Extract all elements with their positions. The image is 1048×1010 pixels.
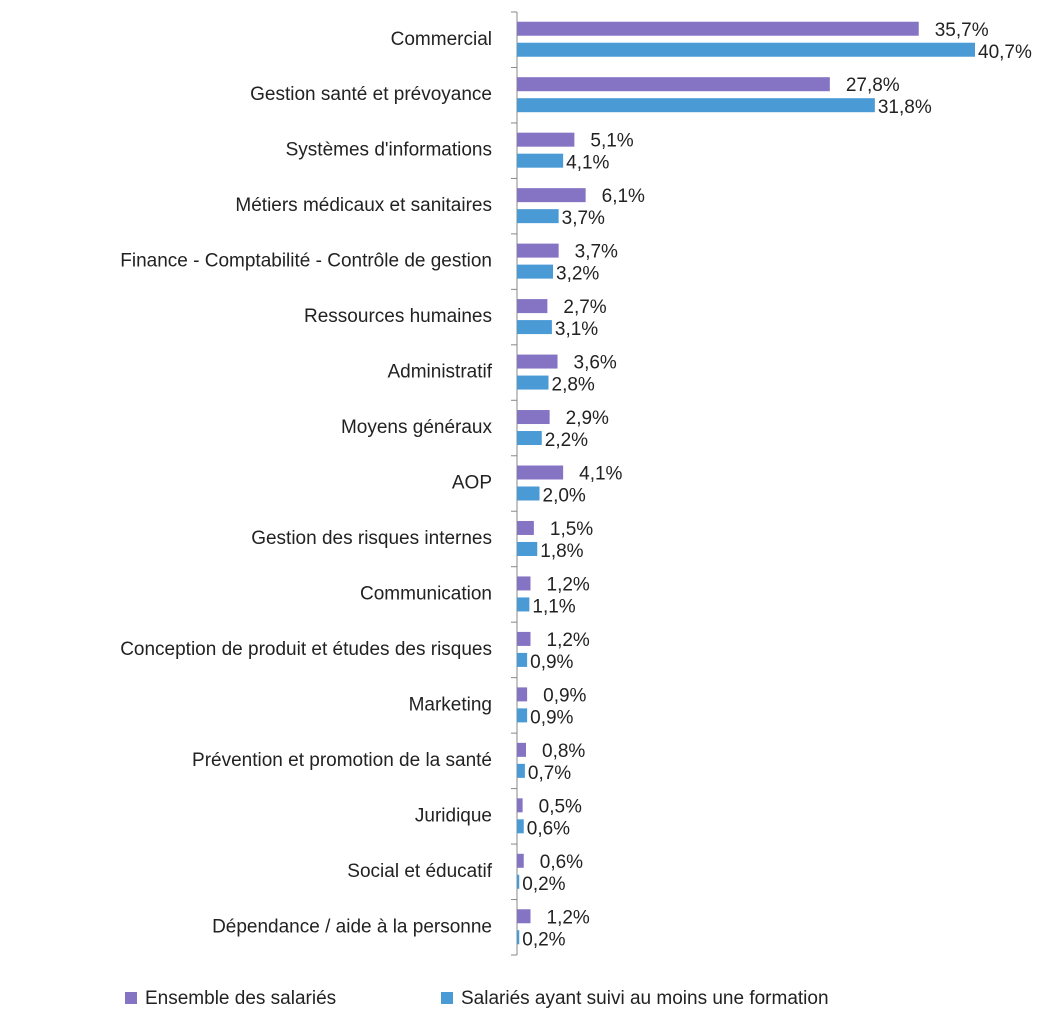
bar	[517, 541, 538, 556]
bar	[517, 431, 542, 446]
category-label: Dépendance / aide à la personne	[212, 916, 492, 937]
category-label: Moyens généraux	[341, 417, 493, 438]
legend-label: Ensemble des salariés	[145, 988, 336, 1009]
bar	[517, 354, 558, 369]
bar	[517, 930, 520, 945]
bar	[517, 188, 586, 203]
value-label: 0,6%	[540, 852, 583, 873]
value-label: 0,9%	[543, 685, 586, 706]
category-label: Systèmes d'informations	[286, 140, 492, 161]
value-label: 3,7%	[575, 242, 618, 263]
category-label: Prévention et promotion de la santé	[192, 750, 492, 771]
bar	[517, 264, 554, 279]
value-label: 3,1%	[555, 319, 598, 340]
value-label: 0,7%	[528, 763, 571, 784]
value-label: 0,5%	[539, 796, 582, 817]
category-label: Finance - Comptabilité - Contrôle de ges…	[120, 251, 492, 272]
value-label: 35,7%	[935, 20, 989, 41]
category-label: Gestion santé et prévoyance	[250, 84, 492, 105]
value-label: 2,2%	[545, 430, 588, 451]
bar	[517, 708, 528, 723]
value-label: 31,8%	[878, 97, 932, 118]
bar	[517, 209, 559, 224]
bar	[517, 465, 564, 480]
bar	[517, 652, 528, 667]
value-label: 1,5%	[550, 519, 593, 540]
value-label: 1,8%	[540, 541, 583, 562]
category-label: Social et éducatif	[347, 861, 492, 882]
value-label: 4,1%	[579, 464, 622, 485]
value-label: 2,8%	[552, 375, 595, 396]
value-label: 3,7%	[562, 208, 605, 229]
bar	[517, 375, 549, 390]
value-label: 3,6%	[574, 353, 617, 374]
bar	[517, 687, 528, 702]
category-label: AOP	[452, 473, 492, 494]
bar	[517, 486, 540, 501]
value-label: 0,9%	[530, 652, 573, 673]
value-label: 2,0%	[543, 486, 586, 507]
value-label: 4,1%	[566, 153, 609, 174]
bar	[517, 763, 525, 778]
value-label: 0,6%	[527, 818, 570, 839]
category-label: Communication	[360, 583, 492, 604]
value-label: 40,7%	[978, 42, 1032, 63]
value-label: 27,8%	[846, 75, 900, 96]
legend-swatch	[125, 992, 137, 1004]
value-label: 2,9%	[566, 408, 609, 429]
bar	[517, 153, 564, 168]
category-label: Administratif	[387, 362, 492, 383]
bar	[517, 742, 527, 757]
bar	[517, 299, 548, 314]
legend-swatch	[441, 992, 453, 1004]
value-label: 0,2%	[522, 929, 565, 950]
bar	[517, 410, 550, 425]
category-label: Métiers médicaux et sanitaires	[235, 195, 492, 216]
category-label: Gestion des risques internes	[251, 528, 492, 549]
bar	[517, 909, 531, 924]
bar	[517, 21, 919, 36]
value-label: 1,2%	[547, 630, 590, 651]
value-label: 1,2%	[547, 907, 590, 928]
value-label: 3,2%	[556, 264, 599, 285]
value-label: 0,2%	[522, 874, 565, 895]
value-label: 0,8%	[542, 741, 585, 762]
category-label: Marketing	[409, 694, 492, 715]
value-label: 5,1%	[590, 131, 633, 152]
bar	[517, 320, 552, 335]
bar	[517, 132, 575, 147]
bar	[517, 853, 524, 868]
bar	[517, 42, 975, 57]
category-label: Commercial	[391, 29, 492, 50]
bar	[517, 576, 531, 591]
value-label: 1,2%	[547, 574, 590, 595]
bar	[517, 520, 534, 535]
category-label: Ressources humaines	[304, 306, 492, 327]
bar	[517, 243, 559, 258]
bar	[517, 631, 531, 646]
bar	[517, 98, 875, 113]
bar	[517, 597, 530, 612]
value-label: 6,1%	[602, 186, 645, 207]
bar	[517, 874, 520, 889]
value-label: 0,9%	[530, 707, 573, 728]
value-label: 1,1%	[532, 596, 575, 617]
bar	[517, 798, 523, 813]
legend-label: Salariés ayant suivi au moins une format…	[461, 988, 829, 1009]
category-label: Conception de produit et études des risq…	[120, 639, 492, 660]
bar	[517, 77, 830, 92]
bar	[517, 819, 524, 834]
category-label: Juridique	[415, 805, 492, 826]
value-label: 2,7%	[563, 297, 606, 318]
